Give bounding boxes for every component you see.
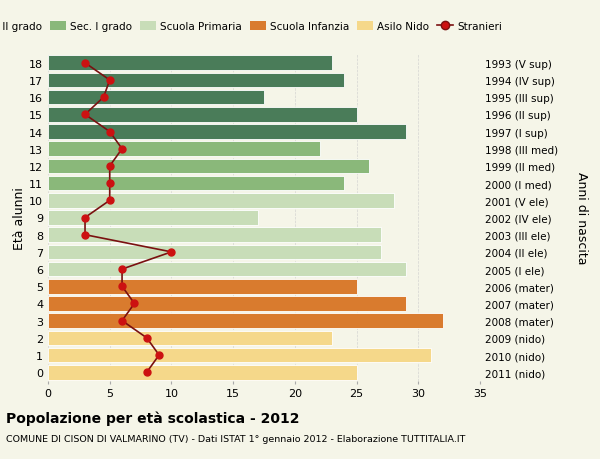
Bar [48,211,258,225]
Bar [48,194,394,208]
Bar [48,280,356,294]
Bar [48,297,406,311]
Bar [48,331,332,345]
Text: Popolazione per età scolastica - 2012: Popolazione per età scolastica - 2012 [6,411,299,425]
Bar [48,125,406,140]
Y-axis label: Età alunni: Età alunni [13,187,26,249]
Bar [48,108,356,123]
Bar [48,262,406,277]
Bar [48,91,264,105]
Text: COMUNE DI CISON DI VALMARINO (TV) - Dati ISTAT 1° gennaio 2012 - Elaborazione TU: COMUNE DI CISON DI VALMARINO (TV) - Dati… [6,434,466,443]
Y-axis label: Anni di nascita: Anni di nascita [575,172,587,264]
Bar [48,56,332,71]
Bar [48,159,369,174]
Legend: Sec. II grado, Sec. I grado, Scuola Primaria, Scuola Infanzia, Asilo Nido, Stran: Sec. II grado, Sec. I grado, Scuola Prim… [0,18,506,36]
Bar [48,313,443,328]
Bar [48,142,320,157]
Bar [48,245,381,260]
Bar [48,73,344,88]
Bar [48,176,344,191]
Bar [48,228,381,242]
Bar [48,348,431,363]
Bar [48,365,356,380]
